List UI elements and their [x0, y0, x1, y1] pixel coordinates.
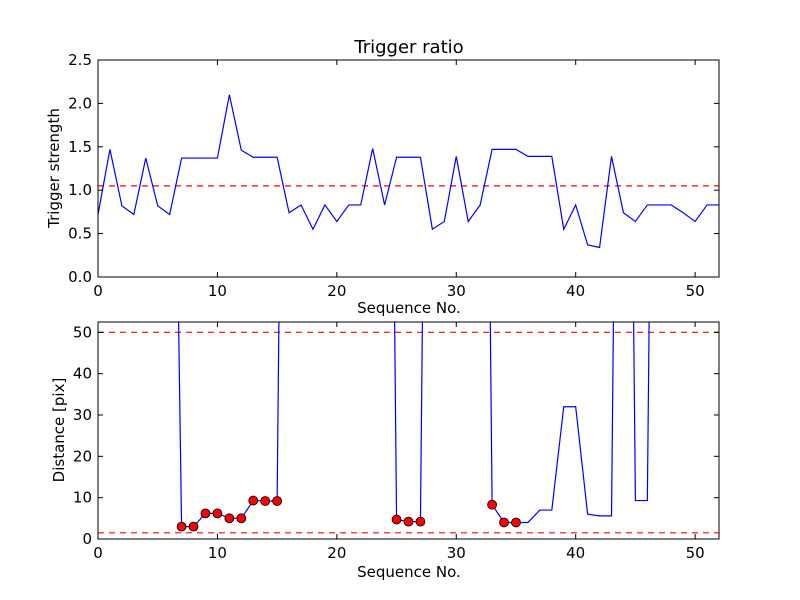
- x-tick-label: 10: [208, 282, 227, 300]
- y-tick-label: 0: [82, 530, 92, 548]
- y-tick-label: 0.0: [68, 268, 92, 286]
- data-point-marker: [415, 516, 426, 527]
- data-point-marker: [248, 495, 259, 506]
- y-tick-label: 30: [73, 406, 92, 424]
- x-tick-label: 20: [327, 544, 346, 562]
- axes-frame: [97, 321, 720, 540]
- x-tick-label: 30: [447, 282, 466, 300]
- series-line: [98, 94, 719, 249]
- x-axis-label: Sequence No.: [357, 563, 461, 581]
- data-point-marker: [188, 521, 199, 532]
- x-tick-label: 50: [686, 544, 705, 562]
- y-tick-label: 50: [73, 323, 92, 341]
- y-axis-label: Trigger strength: [45, 108, 63, 229]
- y-tick-label: 20: [73, 447, 92, 465]
- distance-axis-ticks: 0 10 20 30 40 50 0 10 20 30 40 50: [73, 322, 719, 562]
- trigger-axis-ticks: 0 10 20 30 40 50 0.0 0.5 1.0 1.5 2.0 2.5: [68, 51, 719, 300]
- data-point-marker: [403, 516, 414, 527]
- x-tick-label: 40: [566, 282, 585, 300]
- x-axis-label: Sequence No.: [357, 299, 461, 317]
- data-point-marker: [260, 496, 271, 506]
- data-point-marker: [511, 517, 521, 528]
- y-tick-label: 2.5: [68, 51, 92, 69]
- x-tick-label: 20: [327, 282, 346, 300]
- plot-area-background: [98, 322, 719, 539]
- y-tick-label: 40: [73, 365, 92, 383]
- trigger-plot-region: [98, 94, 719, 249]
- trigger-ratio-chart: 0 10 20 30 40 50 0.0 0.5 1.0 1.5 2.0 2.5 Trigger ra…: [45, 37, 720, 317]
- y-tick-label: 10: [73, 489, 92, 507]
- plot-area-background: [98, 60, 719, 277]
- distance-plot-region: [98, 322, 719, 534]
- axes-frame: [97, 59, 720, 278]
- y-tick-label: 2.0: [68, 94, 92, 112]
- x-tick-label: 0: [93, 544, 103, 562]
- data-point-marker: [487, 499, 497, 510]
- x-tick-label: 10: [208, 544, 227, 562]
- data-point-marker: [176, 521, 187, 532]
- data-point-marker: [224, 513, 235, 524]
- y-axis-label: Distance [pix]: [50, 378, 68, 483]
- y-tick-label: 1.5: [68, 138, 92, 156]
- data-point-marker: [236, 513, 247, 524]
- distance-chart: 0 10 20 30 40 50 0 10 20 30 40 50 Sequence No. Dist…: [50, 321, 720, 581]
- data-point-marker: [200, 508, 211, 519]
- x-tick-label: 0: [93, 282, 103, 300]
- data-point-marker: [391, 514, 402, 525]
- x-tick-label: 40: [566, 544, 585, 562]
- data-point-marker: [212, 508, 223, 519]
- x-tick-label: 30: [447, 544, 466, 562]
- data-point-marker: [272, 496, 283, 506]
- data-point-marker: [499, 517, 509, 528]
- x-tick-label: 50: [686, 282, 705, 300]
- chart-title: Trigger ratio: [353, 37, 463, 58]
- y-tick-label: 1.0: [68, 181, 92, 199]
- y-tick-label: 0.5: [68, 225, 92, 243]
